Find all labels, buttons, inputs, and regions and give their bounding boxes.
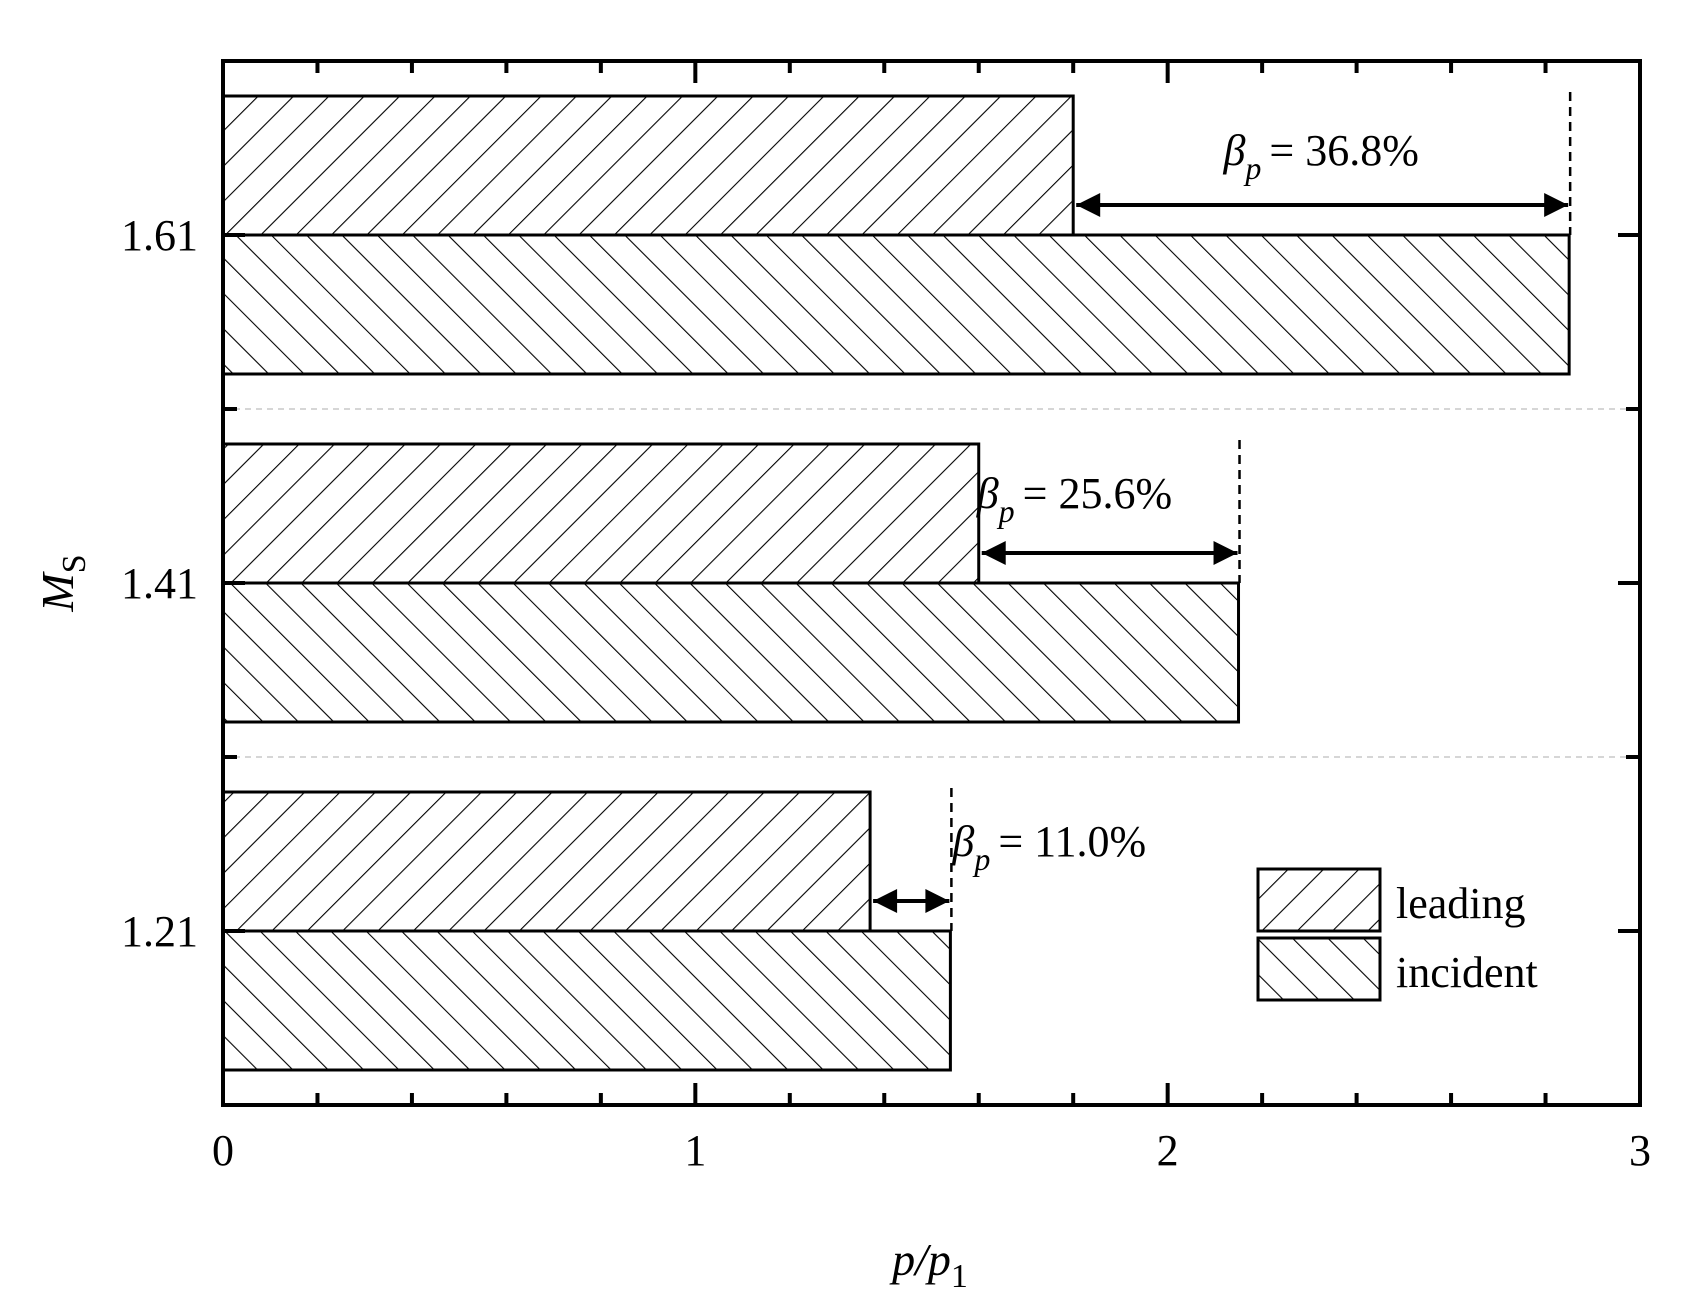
annotation-symbol: β [976,469,999,518]
bar-leading-1.41 [221,442,981,585]
y-axis-title: MS [32,554,93,612]
bar-incident-1.41 [221,581,1241,724]
bar-leading-1.21 [221,790,872,933]
legend-label-leading: leading [1396,879,1526,928]
category-separators [223,408,1640,758]
annotation-value: = 36.8% [1269,126,1418,175]
bar-incident-1.61 [221,233,1571,376]
legend-swatch-leading [1256,867,1382,933]
annotation-symbol: β [1222,126,1245,175]
x-tick-label: 1 [684,1126,706,1175]
annotation-value: = 11.0% [998,817,1146,866]
bar-incident-1.21 [221,929,952,1072]
annotation-subscript: p [972,841,990,877]
y-axis-title-main: M [32,571,83,613]
annotation-subscript: p [1243,150,1261,186]
y-tick-label: 1.61 [121,211,198,260]
x-axis-title: p/p1 [889,1234,968,1295]
legend: leading incident [1256,867,1538,1002]
x-tick-labels: 0 1 2 3 [212,1126,1651,1175]
x-axis-title-sub: 1 [951,1258,968,1295]
annotation-subscript: p [997,493,1015,529]
y-axis-title-sub: S [56,554,93,573]
annotation-label: βp = 25.6% [976,469,1172,529]
y-tick-labels: 1.21 1.41 1.61 [121,211,198,956]
bars-layer [221,94,1571,1072]
axis-ticks [221,61,1642,1105]
annotation-value: = 25.6% [1023,469,1172,518]
annotation-label: βp = 11.0% [951,817,1146,877]
x-tick-label: 0 [212,1126,234,1175]
y-tick-label: 1.41 [121,559,198,608]
x-tick-label: 2 [1157,1126,1179,1175]
annotation-label: βp = 36.8% [1222,126,1418,186]
legend-label-incident: incident [1396,948,1538,997]
legend-swatch-incident [1256,936,1382,1002]
annotation-symbol: β [951,817,974,866]
x-axis-title-main: p/p [889,1234,951,1285]
bar-leading-1.61 [221,94,1075,237]
y-tick-label: 1.21 [121,907,198,956]
annotations-layer: βp = 11.0%βp = 25.6%βp = 36.8% [873,92,1572,931]
x-tick-label: 3 [1629,1126,1651,1175]
